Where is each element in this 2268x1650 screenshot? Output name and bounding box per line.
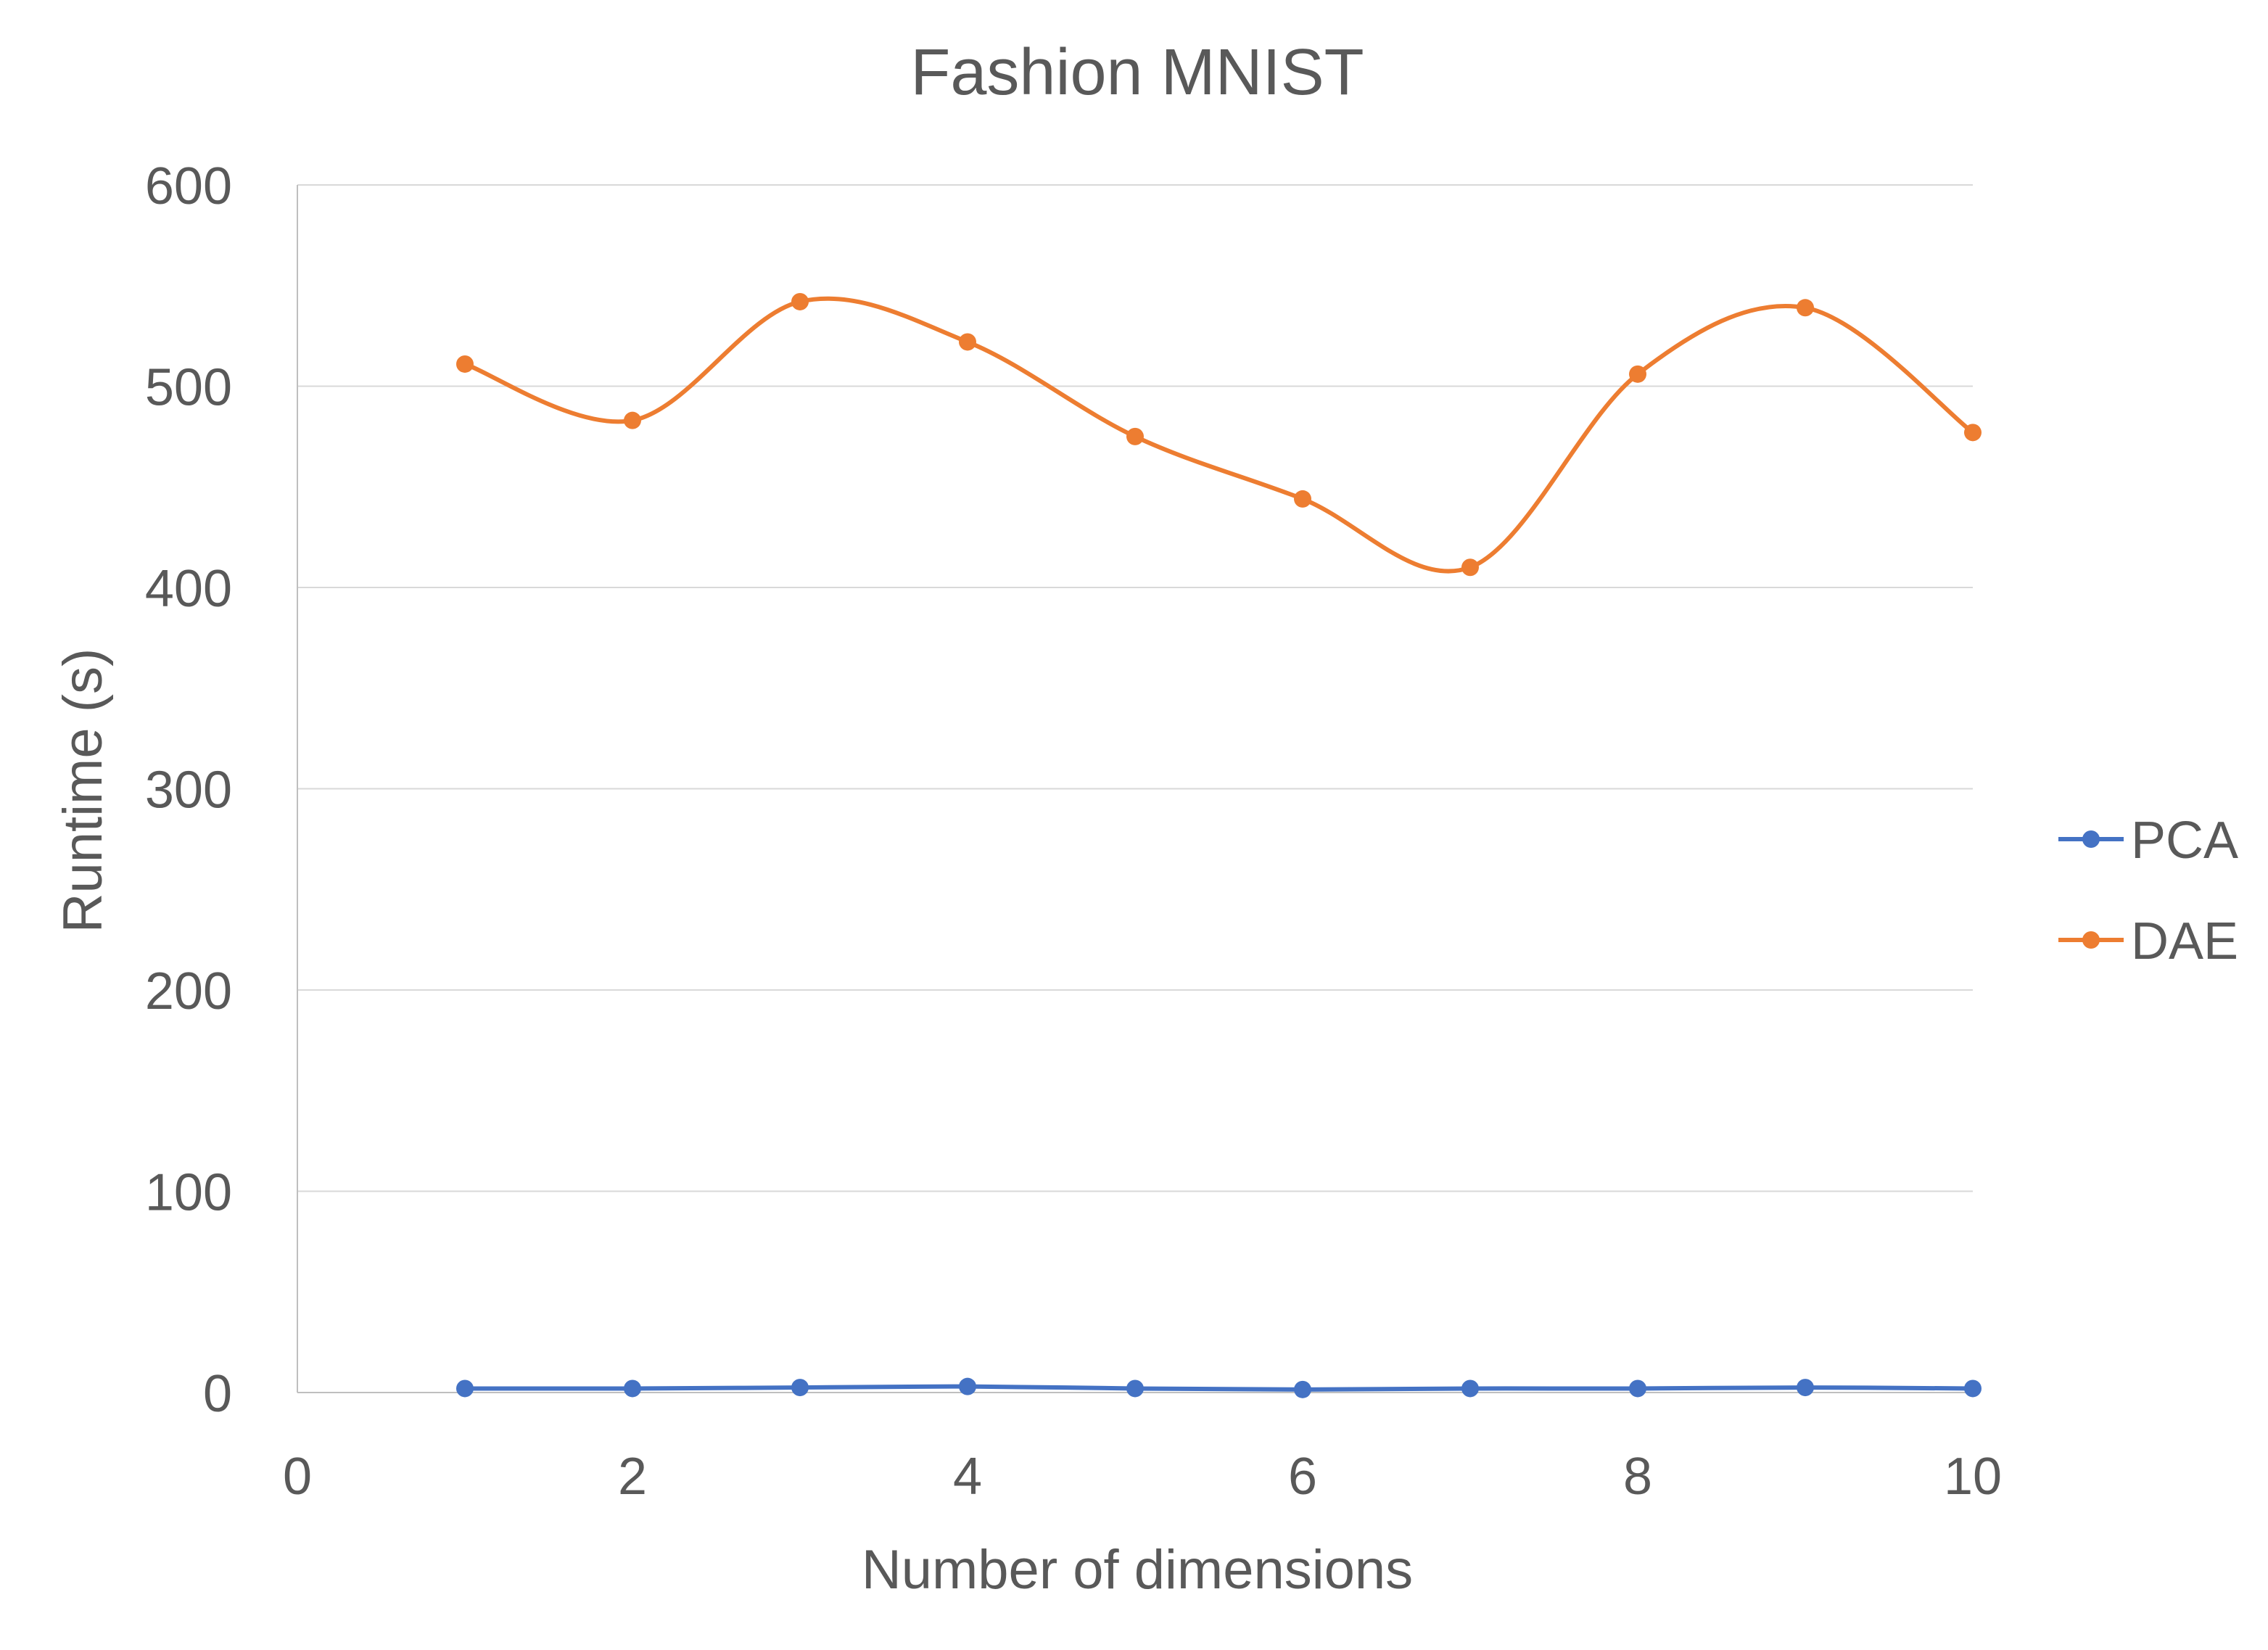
data-point-pca [456,1379,474,1398]
data-point-pca [1294,1380,1311,1398]
data-point-pca [1797,1379,1814,1397]
data-point-dae [1461,558,1479,577]
y-tick-label: 400 [145,560,232,618]
legend: PCA DAE [2058,812,2238,970]
data-point-pca [624,1379,641,1398]
legend-swatch-marker [2082,830,2100,848]
series-line-pca [463,1384,1975,1392]
y-tick-label: 600 [145,157,232,215]
data-point-pca [1629,1379,1646,1398]
data-point-dae [791,292,809,310]
legend-item-pca: PCA [2058,812,2238,870]
x-tick-label: 2 [618,1448,647,1506]
y-tick-label: 200 [145,962,232,1020]
series-pca [456,1377,1982,1398]
axes: 0 100 200 300 400 500 600 0 2 4 6 8 10 [145,157,2002,1506]
y-tick-label: 100 [145,1164,232,1222]
y-tick-label: 0 [203,1365,232,1423]
data-point-pca [1126,1379,1144,1398]
x-tick-label: 4 [953,1448,982,1506]
x-tick-label: 0 [283,1448,312,1506]
data-point-pca [791,1379,809,1397]
y-tick-label: 300 [145,762,232,820]
data-point-dae [456,355,474,373]
legend-label: PCA [2131,812,2238,870]
data-point-dae [1126,427,1144,445]
legend-item-dae: DAE [2058,912,2238,970]
data-point-pca [959,1377,976,1395]
gridlines [297,184,1973,1192]
data-point-dae [1797,299,1814,317]
legend-swatch-marker [2082,931,2100,949]
y-tick-label: 500 [145,359,232,417]
x-tick-label: 8 [1623,1448,1652,1506]
x-tick-label: 6 [1288,1448,1317,1506]
data-point-dae [1964,424,1982,442]
legend-label: DAE [2131,912,2238,970]
data-point-dae [1629,365,1646,383]
y-axis-title: Runtime (s) [52,648,114,933]
data-point-pca [1964,1379,1982,1398]
series-dae [456,292,1982,577]
x-axis-title: Number of dimensions [862,1539,1413,1601]
data-point-dae [1294,490,1311,508]
data-point-dae [959,333,976,351]
series-group [456,292,1982,1398]
data-point-dae [624,411,641,429]
data-point-pca [1461,1379,1479,1398]
x-tick-label: 10 [1944,1448,2002,1506]
chart-title: Fashion MNIST [910,36,1364,109]
series-line-dae [463,296,1975,574]
